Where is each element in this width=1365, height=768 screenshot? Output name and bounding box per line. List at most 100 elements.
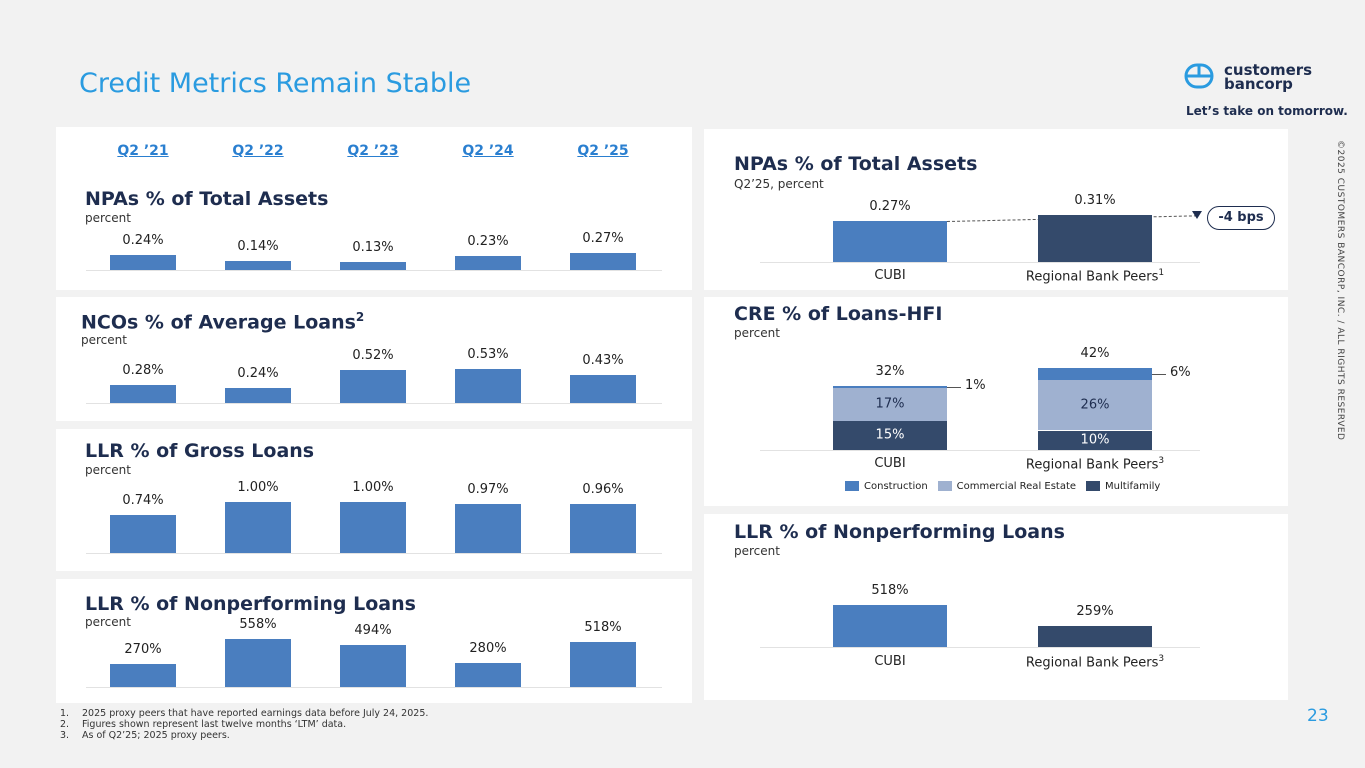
chart-subtitle: percent xyxy=(734,326,780,340)
bar xyxy=(570,504,636,553)
logo-text: customers xyxy=(1224,61,1313,79)
chart-title: NPAs % of Total Assets xyxy=(85,188,329,210)
category-label: Regional Bank Peers3 xyxy=(1026,654,1164,670)
data-label: 0.96% xyxy=(582,482,624,498)
bar xyxy=(110,515,176,553)
axis-baseline xyxy=(86,270,662,271)
category-label: CUBI xyxy=(874,268,906,283)
bar xyxy=(570,375,636,403)
data-label: 0.27% xyxy=(582,230,624,246)
bar-commercial-real-estate xyxy=(833,387,947,421)
data-label: 0.14% xyxy=(237,239,279,255)
axis-baseline xyxy=(86,553,662,554)
footnote-text: Figures shown represent last twelve mont… xyxy=(82,719,347,730)
logo-icon xyxy=(1184,63,1214,89)
data-label: 0.13% xyxy=(352,239,394,255)
data-label: 0.74% xyxy=(122,493,164,509)
data-label: 518% xyxy=(871,583,909,599)
category-text: Regional Bank Peers xyxy=(1025,457,1159,473)
chart-subtitle: percent xyxy=(81,333,127,347)
legend-label: Commercial Real Estate xyxy=(956,481,1077,492)
tagline: Let’s take on tomorrow. xyxy=(1186,104,1348,118)
chart-title-text: NCOs % of Average Loans xyxy=(81,311,356,334)
data-label: 518% xyxy=(584,620,622,636)
category-label: Regional Bank Peers1 xyxy=(1026,268,1164,284)
bar xyxy=(340,644,406,687)
footnote-ref: 1 xyxy=(1158,268,1165,278)
category-text: Regional Bank Peers xyxy=(1025,655,1159,671)
axis-baseline xyxy=(760,450,1200,451)
footnotes: 1. 2025 proxy peers that have reported ea… xyxy=(60,708,428,741)
data-label: 0.27% xyxy=(869,198,911,214)
bar xyxy=(225,639,291,687)
quarter-tab: Q2 ’25 xyxy=(577,143,629,159)
data-label: 0.24% xyxy=(237,365,279,381)
footnote-ref: 2 xyxy=(355,310,365,324)
segment-label: 26% xyxy=(1080,397,1110,413)
segment-label: 17% xyxy=(875,396,905,412)
segment-label: 10% xyxy=(1080,432,1110,448)
bar xyxy=(455,503,521,553)
data-label: 0.24% xyxy=(122,232,164,248)
footnote-number: 1. xyxy=(60,708,70,719)
total-label: 42% xyxy=(1080,346,1110,362)
data-label: 259% xyxy=(1076,604,1114,620)
bar xyxy=(455,662,521,687)
bar xyxy=(833,605,947,647)
data-label: 494% xyxy=(354,622,392,638)
data-label: 1.00% xyxy=(237,480,279,495)
segment-label: 1% xyxy=(965,377,986,393)
category-label: CUBI xyxy=(874,654,906,669)
chart-title: CRE % of Loans-HFI xyxy=(734,303,943,325)
panel-npas-peers xyxy=(704,129,1288,290)
category-text: Regional Bank Peers xyxy=(1025,269,1159,285)
footnote-number: 3. xyxy=(60,730,70,741)
data-label: 0.52% xyxy=(352,347,394,363)
bar xyxy=(340,502,406,553)
legend-label: Construction xyxy=(864,481,928,492)
bar xyxy=(225,502,291,553)
footnote: 2. Figures shown represent last twelve mo… xyxy=(60,719,428,730)
legend-item: Construction xyxy=(845,481,928,492)
bar xyxy=(1038,214,1152,262)
bar xyxy=(1038,626,1152,647)
chart-subtitle: Q2’25, percent xyxy=(734,177,824,191)
segment-label: 6% xyxy=(1170,364,1191,380)
chart-title: LLR % of Gross Loans xyxy=(85,440,315,462)
chart-title: LLR % of Nonperforming Loans xyxy=(734,521,1065,543)
page-title: Credit Metrics Remain Stable xyxy=(79,68,472,99)
axis-baseline xyxy=(760,262,1200,263)
legend-label: Multifamily xyxy=(1105,481,1161,492)
footnote-ref: 3 xyxy=(1158,654,1165,664)
logo-text-2: bancorp xyxy=(1224,75,1293,93)
bar xyxy=(110,254,176,270)
data-label: 0.43% xyxy=(582,353,624,369)
bar xyxy=(110,385,176,403)
chart-subtitle: percent xyxy=(734,544,780,558)
legend-item: Commercial Real Estate xyxy=(937,481,1077,492)
page-number: 23 xyxy=(1307,706,1329,726)
bar xyxy=(455,369,521,403)
segment-label: 15% xyxy=(875,427,905,443)
quarter-tab: Q2 ’24 xyxy=(462,143,514,159)
footnote-text: 2025 proxy peers that have reported earn… xyxy=(82,708,429,719)
chart-subtitle: percent xyxy=(85,615,131,629)
bar xyxy=(225,261,291,270)
data-label: 558% xyxy=(239,617,277,632)
data-label: 0.31% xyxy=(1074,192,1116,208)
axis-baseline xyxy=(86,687,662,688)
bar xyxy=(833,220,947,262)
data-label: 1.00% xyxy=(352,480,394,495)
bar-construction xyxy=(833,385,947,388)
footnote: 3. As of Q2’25; 2025 proxy peers. xyxy=(60,730,428,741)
quarter-tab: Q2 ’22 xyxy=(232,143,284,159)
footnote: 1. 2025 proxy peers that have reported ea… xyxy=(60,708,428,719)
data-label: 0.23% xyxy=(467,233,509,249)
leader-line xyxy=(947,386,961,388)
axis-baseline xyxy=(760,647,1200,648)
bps-badge: -4 bps xyxy=(1207,206,1275,230)
cre-legend: Construction Commercial Real Estate Mult… xyxy=(845,481,1160,492)
bar-multifamily xyxy=(833,420,947,450)
bar-multifamily xyxy=(1038,430,1152,450)
chart-title: NPAs % of Total Assets xyxy=(734,153,978,175)
